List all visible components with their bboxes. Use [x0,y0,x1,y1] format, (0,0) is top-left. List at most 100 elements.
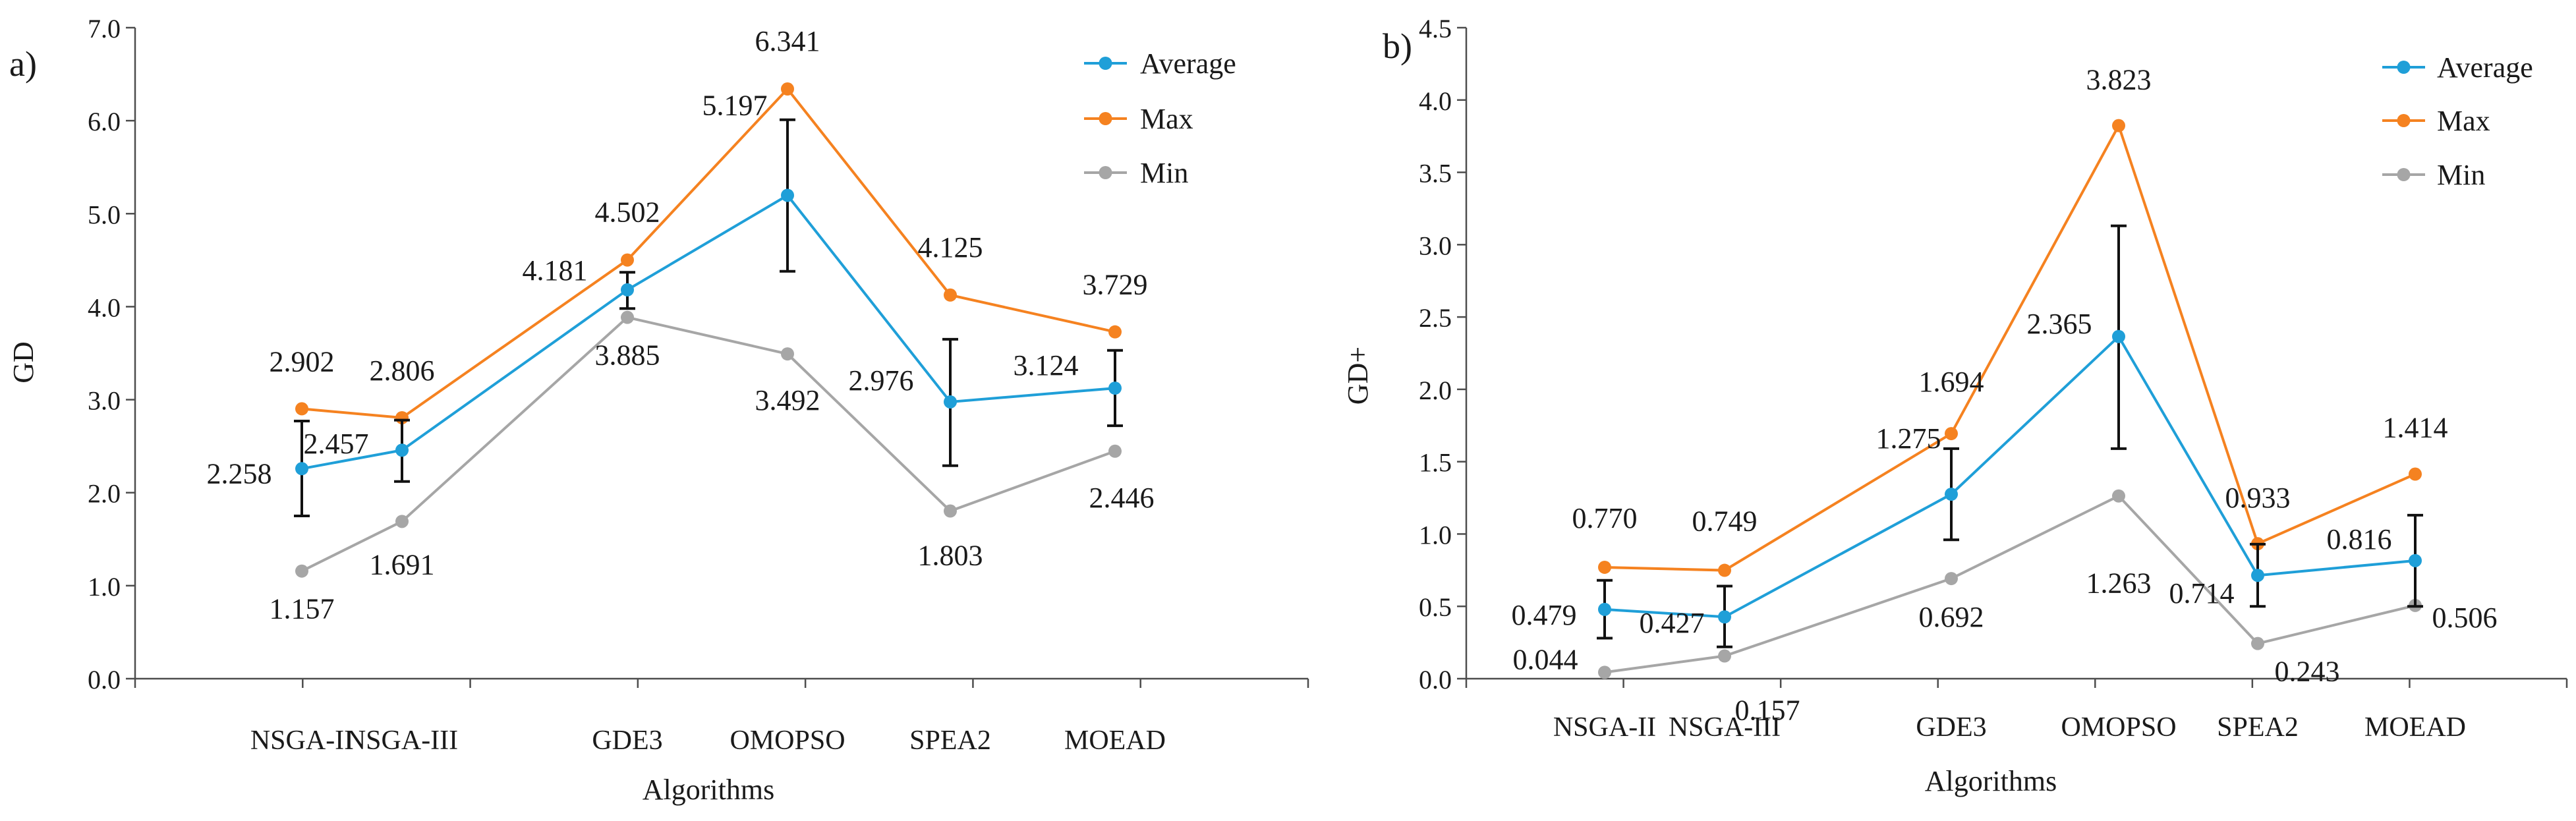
x-tick-label-a: GDE3 [592,725,662,756]
legend-label-average-a: Average [1140,47,1236,80]
x-tick-label-a: SPEA2 [909,725,991,756]
y-tick-label-b: 3.0 [1419,231,1452,260]
data-label-average-b: 1.275 [1876,422,1941,455]
data-label-average-a: 5.197 [702,89,768,121]
data-label-average-b: 0.479 [1512,599,1577,631]
point-average-a [781,188,794,202]
data-label-max-b: 1.694 [1919,366,1984,398]
point-max-b [1718,563,1731,577]
data-label-max-a: 4.125 [918,231,983,264]
data-label-max-a: 4.502 [595,196,660,229]
data-label-average-a: 3.124 [1014,349,1079,382]
point-max-a [1108,325,1122,339]
point-min-b [1945,572,1958,586]
y-tick-label-a: 5.0 [88,200,121,229]
chart-panel-b: b) 0.0 0.5 1.0 1.5 2.0 2.5 3.0 3.5 4.0 4.5 NSGA-II N… [1342,14,2568,797]
data-label-max-b: 0.749 [1692,505,1758,538]
data-label-min-a: 1.157 [270,593,335,625]
x-axis-title-b: Algorithms [1925,765,2057,797]
x-tick-label-a: NSGA-III [346,725,458,756]
legend-marker-max-b [2397,114,2411,127]
x-axis-title-a: Algorithms [643,774,774,806]
x-tick-label-b: GDE3 [1916,712,1986,743]
point-min-a [1108,444,1122,458]
point-min-b [2112,489,2125,503]
point-min-b [1598,665,1611,679]
point-max-b [2112,119,2125,132]
point-average-b [1718,610,1731,624]
y-axis-title-a: GD [7,341,40,383]
point-max-a [621,253,634,267]
legend-label-max-b: Max [2437,105,2490,137]
data-label-max-a: 2.806 [370,354,435,387]
point-max-b [1598,560,1611,574]
point-max-b [1945,427,1958,441]
chart-panel-a: a) 0.0 1.0 2.0 3.0 4.0 5.0 6.0 7.0 NSGA-IINSGA-II… [7,14,1309,806]
point-max-b [2409,467,2422,481]
data-label-average-b: 0.427 [1640,607,1705,639]
data-label-min-b: 0.157 [1735,694,1800,727]
data-label-max-a: 3.729 [1083,269,1148,301]
point-min-b [2251,637,2264,650]
legend-marker-max-a [1099,112,1112,125]
legend-marker-min-b [2397,168,2411,181]
series-line-max-b [1604,122,2416,572]
series-line-max-a [301,86,1116,420]
y-tick-label-b: 0.0 [1419,665,1452,694]
y-tick-label-a: 1.0 [88,572,121,602]
point-min-a [295,564,308,578]
y-tick-label-b: 4.5 [1419,14,1452,43]
y-tick-label-a: 7.0 [88,14,121,43]
series-line-min-b [1604,494,2416,674]
data-label-min-a: 2.446 [1089,482,1155,514]
legend-label-max-a: Max [1140,103,1193,135]
panel-label-a: a) [9,44,37,84]
legend-marker-average-b [2397,61,2411,74]
data-label-average-a: 2.258 [207,457,272,490]
data-label-min-b: 0.243 [2275,656,2340,688]
y-tick-label-b: 2.0 [1419,376,1452,405]
x-tick-label-b: SPEA2 [2217,712,2299,743]
point-min-a [944,504,957,518]
point-max-a [295,402,308,416]
series-line-average-b [1604,334,2416,619]
point-average-b [1598,602,1611,616]
point-min-a [781,347,794,361]
data-label-average-b: 0.714 [2169,577,2235,609]
series-line-average-a [301,193,1116,470]
point-average-a [1108,382,1122,395]
point-average-b [2251,569,2264,582]
data-label-max-b: 1.414 [2383,412,2448,444]
legend-label-min-b: Min [2437,159,2485,191]
point-average-a [621,283,634,297]
data-label-max-a: 6.341 [755,25,820,57]
data-label-average-b: 0.816 [2327,523,2392,555]
y-tick-label-b: 3.5 [1419,159,1452,188]
x-tick-label-b: NSGA-II [1553,712,1656,743]
x-tick-label-b: MOEAD [2364,712,2466,743]
point-average-a [295,462,308,476]
series-line-min-a [301,316,1116,573]
data-label-min-a: 1.803 [918,540,983,572]
y-axis-title-b: GD+ [1342,347,1374,405]
point-average-b [1945,488,1958,501]
data-label-min-b: 0.692 [1919,601,1984,633]
y-tick-label-b: 0.5 [1419,592,1452,622]
data-label-max-b: 0.933 [2225,482,2291,514]
data-label-min-b: 1.263 [2086,567,2152,600]
data-label-average-a: 2.976 [849,364,914,397]
data-label-max-b: 0.770 [1572,502,1638,534]
point-min-b [1718,649,1731,663]
data-label-max-b: 3.823 [2086,64,2152,96]
y-tick-label-b: 4.0 [1419,86,1452,116]
y-tick-label-b: 2.5 [1419,303,1452,333]
x-tick-label-a: MOEAD [1064,725,1166,756]
data-label-average-a: 2.457 [304,428,369,460]
point-average-b [2409,553,2422,567]
point-average-b [2112,329,2125,343]
y-tick-label-a: 2.0 [88,479,121,509]
point-average-a [944,395,957,409]
data-label-min-b: 0.506 [2432,602,2498,634]
y-tick-label-a: 4.0 [88,293,121,322]
